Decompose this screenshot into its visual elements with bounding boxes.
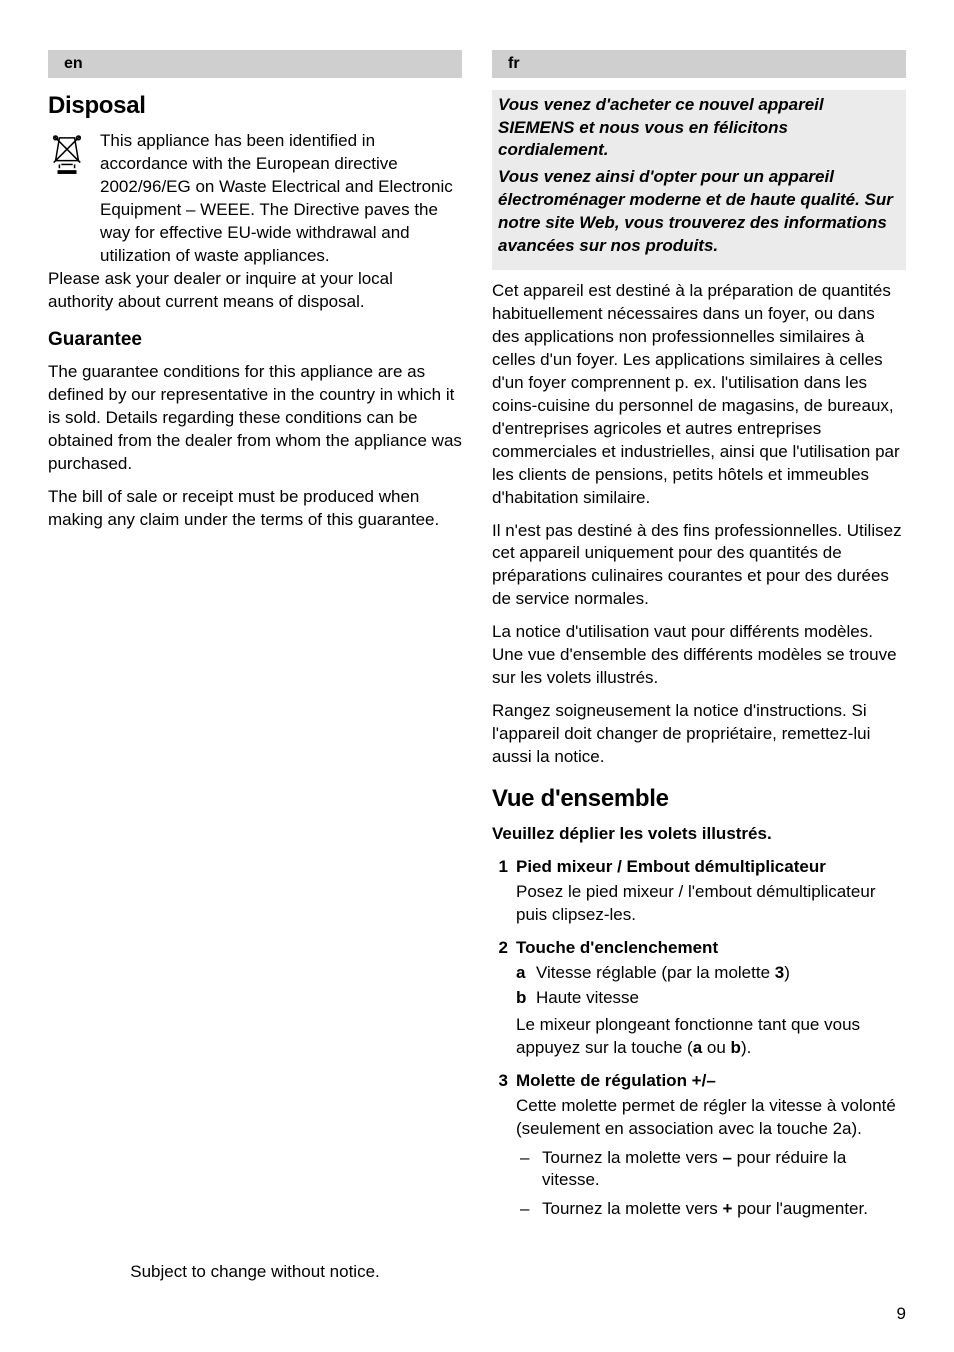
body-p3: La notice d'utilisation vaut pour différ… <box>492 621 906 690</box>
item-2b: b Haute vitesse <box>516 987 906 1010</box>
item-3-bullet-1: – Tournez la molette vers – pour réduire… <box>516 1147 906 1193</box>
item-1-body: Pied mixeur / Embout démultiplicateur Po… <box>516 856 906 927</box>
intro-box: Vous venez d'acheter ce nouvel appareil … <box>492 90 906 271</box>
item-1-text: Posez le pied mixeur / l'embout démultip… <box>516 881 906 927</box>
guarantee-p2: The bill of sale or receipt must be prod… <box>48 486 462 532</box>
item-2-title: Touche d'enclenchement <box>516 937 906 960</box>
footer-note: Subject to change without notice. <box>48 1261 462 1284</box>
body-p2: Il n'est pas destiné à des fins professi… <box>492 520 906 612</box>
item-2-tail: Le mixeur plongeant fonctionne tant que … <box>516 1014 906 1060</box>
item-3-text: Cette molette permet de régler la vitess… <box>516 1095 906 1141</box>
heading-overview: Vue d'ensemble <box>492 783 906 815</box>
unfold-note: Veuillez déplier les volets illustrés. <box>492 823 906 846</box>
body-p4: Rangez soigneusement la notice d'instruc… <box>492 700 906 769</box>
heading-guarantee: Guarantee <box>48 327 462 353</box>
lang-bar-en: en <box>48 50 462 78</box>
item-2b-letter: b <box>516 987 536 1010</box>
item-3-bullet-2: – Tournez la molette vers + pour l'augme… <box>516 1198 906 1221</box>
disposal-p2: Please ask your dealer or inquire at you… <box>48 268 462 314</box>
item-3: 3 Molette de régulation +/– Cette molett… <box>492 1070 906 1222</box>
item-3-title: Molette de régulation +/– <box>516 1070 906 1093</box>
guarantee-p1: The guarantee conditions for this applia… <box>48 361 462 476</box>
body-p1: Cet appareil est destiné à la préparatio… <box>492 280 906 509</box>
page-number: 9 <box>897 1303 906 1326</box>
heading-disposal: Disposal <box>48 90 462 122</box>
item-1-title: Pied mixeur / Embout démultiplicateur <box>516 856 906 879</box>
item-3-num: 3 <box>492 1070 516 1222</box>
intro-p2: Vous venez ainsi d'opter pour un apparei… <box>498 166 900 258</box>
weee-icon <box>48 130 88 183</box>
right-column: fr Vous venez d'acheter ce nouvel appare… <box>492 50 906 1231</box>
item-2a-letter: a <box>516 962 536 985</box>
item-2-body: Touche d'enclenchement a Vitesse réglabl… <box>516 937 906 1060</box>
item-3-body: Molette de régulation +/– Cette molette … <box>516 1070 906 1222</box>
item-2b-text: Haute vitesse <box>536 987 906 1010</box>
disposal-text: This appliance has been identified in ac… <box>100 130 462 268</box>
left-column: en Disposal Th <box>48 50 462 1231</box>
item-2a-text: Vitesse réglable (par la molette 3) <box>536 962 906 985</box>
item-1-num: 1 <box>492 856 516 927</box>
item-2: 2 Touche d'enclenchement a Vitesse régla… <box>492 937 906 1060</box>
disposal-block: This appliance has been identified in ac… <box>48 130 462 268</box>
item-2-num: 2 <box>492 937 516 1060</box>
item-1: 1 Pied mixeur / Embout démultiplicateur … <box>492 856 906 927</box>
lang-bar-fr: fr <box>492 50 906 78</box>
item-2a: a Vitesse réglable (par la molette 3) <box>516 962 906 985</box>
intro-p1: Vous venez d'acheter ce nouvel appareil … <box>498 94 900 163</box>
two-column-layout: en Disposal Th <box>48 50 906 1231</box>
